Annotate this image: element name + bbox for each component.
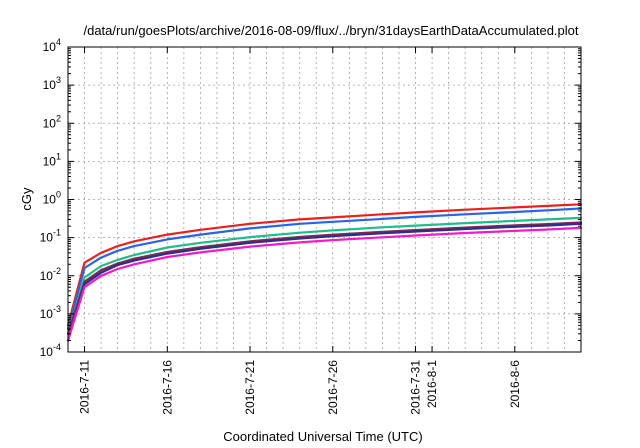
series-line-3 xyxy=(66,216,583,335)
x-tick-label: 2016-7-16 xyxy=(160,360,174,415)
y-tick-label: 10-3 xyxy=(40,304,61,321)
series-line-4 xyxy=(66,221,583,335)
x-axis-label: Coordinated Universal Time (UTC) xyxy=(223,429,422,444)
x-tick-label: 2016-8-6 xyxy=(508,360,522,408)
x-tick-label: 2016-7-26 xyxy=(326,360,340,415)
series-line-1 xyxy=(66,203,583,327)
y-tick-label: 10-4 xyxy=(40,342,61,359)
series-line-6 xyxy=(66,226,583,342)
y-tick-label: 102 xyxy=(43,113,61,130)
y-tick-label: 10-1 xyxy=(40,228,61,245)
x-tick-label: 2016-8-1 xyxy=(425,360,439,408)
x-tick-label: 2016-7-11 xyxy=(78,360,92,414)
y-tick-label: 103 xyxy=(43,75,61,92)
y-tick-labels: 10-4 10-3 10-2 10-1 100 101 102 103 104 xyxy=(40,37,61,359)
y-tick-label: 104 xyxy=(43,37,61,54)
series-line-5 xyxy=(66,222,583,342)
y-tick-label: 100 xyxy=(43,190,61,207)
chart-title: /data/run/goesPlots/archive/2016-08-09/f… xyxy=(83,23,578,38)
series-layer xyxy=(66,203,583,342)
x-tick-label: 2016-7-31 xyxy=(409,360,423,415)
axis-ticks xyxy=(68,46,581,353)
y-tick-label: 101 xyxy=(43,151,61,168)
x-tick-labels: 2016-7-11 2016-7-16 2016-7-21 2016-7-26 2016… xyxy=(78,360,522,415)
series-line-2 xyxy=(66,207,583,331)
y-tick-label: 10-2 xyxy=(40,266,61,283)
x-tick-label: 2016-7-21 xyxy=(243,360,257,415)
grid xyxy=(68,47,581,352)
y-axis-label: cGy xyxy=(19,187,34,211)
